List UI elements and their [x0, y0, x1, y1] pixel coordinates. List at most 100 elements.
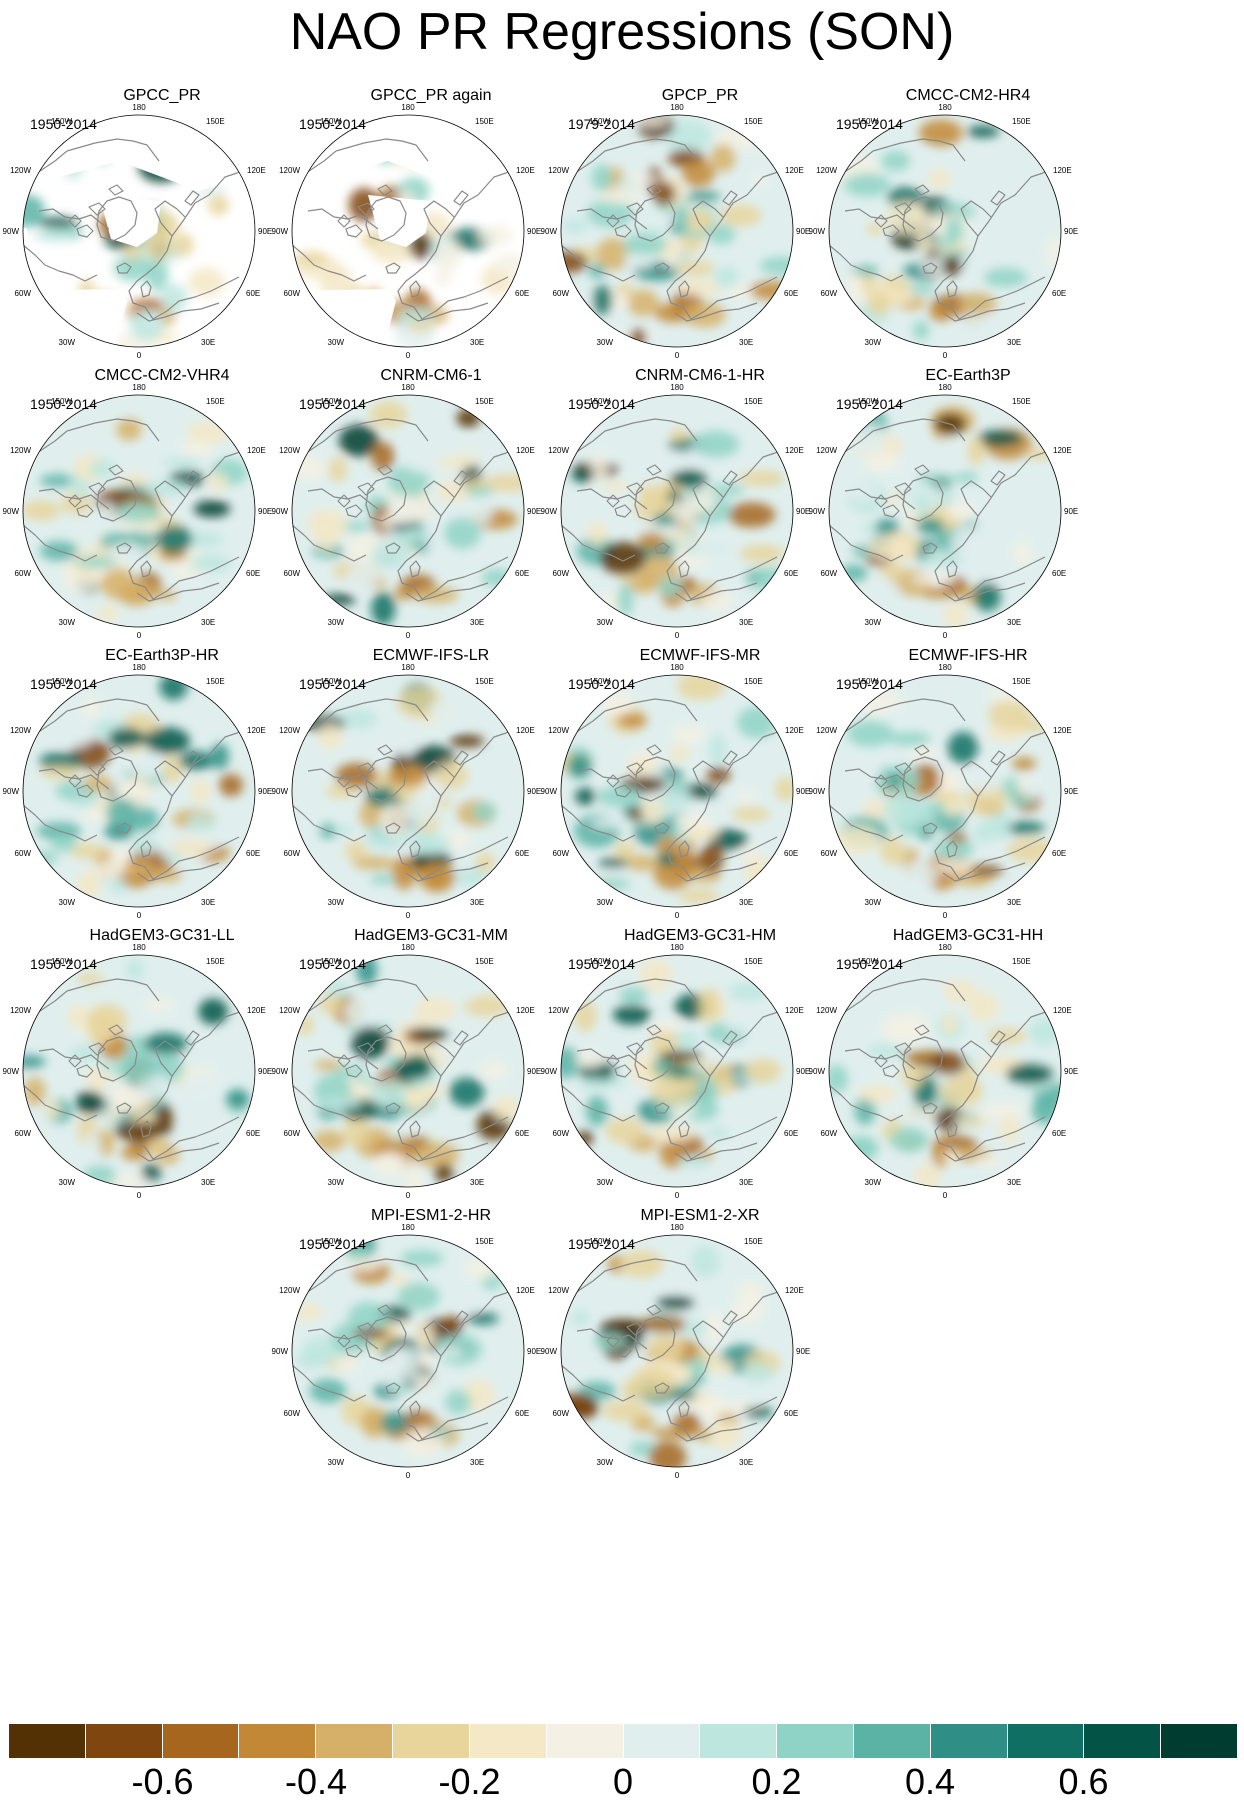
longitude-label: 180 — [401, 103, 415, 112]
colorbar-box — [85, 1724, 163, 1758]
panel-title: HadGEM3-GC31-LL — [89, 927, 235, 944]
polar-map: 180 150E 120E 90E 60E 30E 0 30W 60W 90W 120W 150W — [541, 103, 811, 360]
colorbar-tick-label: 0.6 — [1058, 1761, 1109, 1802]
longitude-label: 60W — [284, 849, 301, 858]
map-panel: CNRM-CM6-1-HR 180 150E 120E 90E 60E 30E 0 30W 60W… — [541, 366, 850, 686]
map-panel: EC-Earth3P 180 150E 120E 90E 60E 30E 0 30W 60W 90W… — [809, 366, 1118, 686]
longitude-label: 150E — [744, 1237, 763, 1246]
colorbar-tick-label: -0.2 — [438, 1761, 501, 1802]
panel-title: EC-Earth3P-HR — [105, 647, 219, 664]
longitude-label: 150E — [1012, 677, 1031, 686]
panel-title: GPCP_PR — [661, 87, 739, 104]
longitude-label: 120E — [1053, 1006, 1072, 1015]
longitude-label: 30W — [59, 618, 76, 627]
colorbar-tick-label: 0 — [612, 1761, 634, 1802]
longitude-label: 120W — [279, 1006, 300, 1015]
longitude-label: 60E — [784, 569, 798, 578]
longitude-label: 60E — [784, 1409, 798, 1418]
longitude-label: 30W — [597, 898, 614, 907]
longitude-label: 60E — [1052, 569, 1066, 578]
longitude-label: 0 — [675, 1191, 680, 1200]
longitude-label: 30E — [470, 1178, 484, 1187]
longitude-label: 120E — [785, 1006, 804, 1015]
longitude-label: 180 — [938, 663, 952, 672]
panel-title: ECMWF-IFS-LR — [372, 647, 490, 664]
panel-period: 1950-2014 — [299, 396, 366, 412]
longitude-label: 150E — [475, 1237, 494, 1246]
panel-period: 1950-2014 — [30, 676, 97, 692]
longitude-label: 90E — [796, 1067, 810, 1076]
longitude-label: 30E — [1007, 1178, 1021, 1187]
longitude-label: 60W — [15, 849, 32, 858]
longitude-label: 120E — [516, 166, 535, 175]
map-panel: MPI-ESM1-2-XR 180 150E 120E 90E 60E 30E 0 30W 60W… — [541, 1206, 850, 1526]
longitude-label: 120W — [548, 726, 569, 735]
longitude-label: 0 — [943, 911, 948, 920]
longitude-label: 180 — [132, 943, 146, 952]
longitude-label: 30W — [328, 1178, 345, 1187]
colorbar-tick-label: 0.2 — [751, 1761, 802, 1802]
longitude-label: 150W — [51, 957, 72, 966]
polar-map: 180 150E 120E 90E 60E 30E 0 30W 60W 90W 120W 150W — [272, 943, 542, 1200]
longitude-label: 60E — [784, 289, 798, 298]
longitude-label: 30E — [739, 1458, 753, 1467]
colorbar-box — [316, 1724, 394, 1758]
longitude-label: 120W — [279, 1286, 300, 1295]
longitude-label: 30W — [59, 338, 76, 347]
longitude-label: 150E — [206, 117, 225, 126]
longitude-label: 60E — [246, 1129, 260, 1138]
longitude-label: 120E — [1053, 446, 1072, 455]
colorbar-box — [1161, 1724, 1237, 1758]
longitude-label: 0 — [137, 351, 142, 360]
longitude-label: 60W — [553, 1409, 570, 1418]
polar-map: 180 150E 120E 90E 60E 30E 0 30W 60W 90W 120W 150W — [272, 103, 542, 360]
colorbar-tick-label: -0.6 — [131, 1761, 194, 1802]
longitude-label: 60W — [15, 569, 32, 578]
panel-title: CMCC-CM2-VHR4 — [94, 367, 230, 384]
longitude-label: 150E — [1012, 117, 1031, 126]
polar-map: 180 150E 120E 90E 60E 30E 0 30W 60W 90W 120W 150W — [3, 103, 273, 360]
panel-title: ECMWF-IFS-MR — [639, 647, 761, 664]
longitude-label: 150W — [857, 397, 878, 406]
map-panel: ECMWF-IFS-HR 180 150E 120E 90E 60E 30E 0 30W 60W 9… — [809, 646, 1118, 966]
colorbar-box — [1007, 1724, 1085, 1758]
longitude-label: 60E — [246, 849, 260, 858]
longitude-label: 120E — [247, 726, 266, 735]
longitude-label: 0 — [675, 631, 680, 640]
longitude-label: 150E — [206, 957, 225, 966]
longitude-label: 150W — [857, 957, 878, 966]
longitude-label: 30E — [739, 898, 753, 907]
longitude-label: 150W — [320, 1237, 341, 1246]
map-panel: EC-Earth3P-HR 180 150E 120E 90E 60E 30E 0 30W 60W… — [3, 646, 312, 966]
colorbar-box — [469, 1724, 547, 1758]
longitude-label: 0 — [406, 1471, 411, 1480]
longitude-label: 180 — [670, 103, 684, 112]
colorbar-tick-label: 0.4 — [904, 1761, 956, 1802]
longitude-label: 90W — [272, 227, 289, 236]
polar-map: 180 150E 120E 90E 60E 30E 0 30W 60W 90W 120W 150W — [809, 663, 1079, 920]
panel-period: 1950-2014 — [836, 956, 903, 972]
longitude-label: 60E — [784, 849, 798, 858]
longitude-label: 60E — [246, 289, 260, 298]
longitude-label: 150E — [206, 397, 225, 406]
longitude-label: 120E — [516, 446, 535, 455]
longitude-label: 120E — [247, 446, 266, 455]
longitude-label: 60E — [1052, 849, 1066, 858]
longitude-label: 30E — [1007, 338, 1021, 347]
polar-map: 180 150E 120E 90E 60E 30E 0 30W 60W 90W 120W 150W — [272, 663, 542, 920]
polar-map: 180 150E 120E 90E 60E 30E 0 30W 60W 90W 120W 150W — [541, 663, 811, 920]
panel-title: GPCC_PR again — [370, 87, 492, 104]
colorbar-box — [393, 1724, 470, 1758]
panel-period: 1950-2014 — [568, 396, 635, 412]
longitude-label: 0 — [406, 911, 411, 920]
polar-map: 180 150E 120E 90E 60E 30E 0 30W 60W 90W 120W 150W — [541, 1223, 811, 1480]
longitude-label: 150E — [744, 957, 763, 966]
longitude-label: 120W — [548, 1006, 569, 1015]
longitude-label: 150E — [744, 397, 763, 406]
longitude-label: 30E — [470, 338, 484, 347]
longitude-label: 120E — [1053, 166, 1072, 175]
longitude-label: 30W — [597, 1458, 614, 1467]
longitude-label: 0 — [406, 351, 411, 360]
longitude-label: 150E — [1012, 957, 1031, 966]
longitude-label: 0 — [943, 351, 948, 360]
